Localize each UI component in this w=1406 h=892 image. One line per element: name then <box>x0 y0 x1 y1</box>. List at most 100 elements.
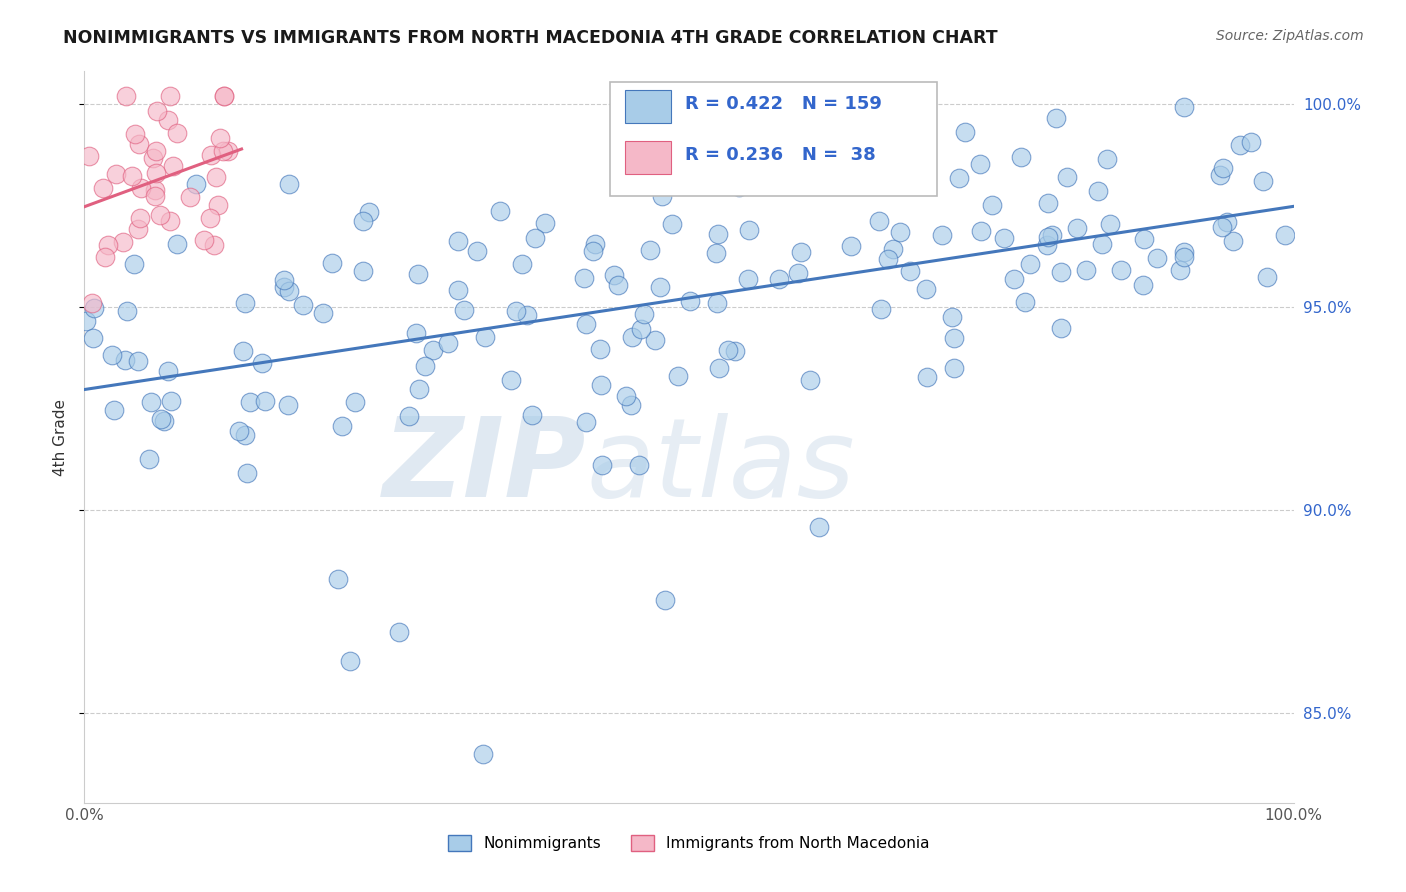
Point <box>117 304 139 318</box>
Point <box>200 147 222 161</box>
Point <box>1173 100 1195 114</box>
Point <box>104 167 127 181</box>
Y-axis label: 4th Grade: 4th Grade <box>53 399 69 475</box>
Point <box>321 256 343 270</box>
Text: R = 0.236   N =  38: R = 0.236 N = 38 <box>685 146 876 164</box>
Point <box>202 238 225 252</box>
Point <box>614 388 637 402</box>
Point <box>82 295 104 310</box>
Point <box>1209 168 1232 182</box>
Point <box>129 180 152 194</box>
Point <box>277 398 299 412</box>
Point <box>184 177 207 191</box>
Point <box>620 398 643 412</box>
Point <box>252 356 274 370</box>
Point <box>214 88 236 103</box>
Point <box>388 625 411 640</box>
Point <box>607 277 630 292</box>
Point <box>1087 184 1109 198</box>
Point <box>278 284 301 298</box>
Point <box>1133 232 1156 246</box>
Point <box>204 170 226 185</box>
FancyBboxPatch shape <box>624 141 671 174</box>
Point <box>405 326 427 341</box>
Point <box>648 280 671 294</box>
Point <box>422 343 444 358</box>
Point <box>193 233 215 247</box>
Point <box>153 414 176 428</box>
Point <box>1040 228 1063 243</box>
Point <box>1229 138 1251 153</box>
Point <box>572 271 595 285</box>
Point <box>870 301 893 316</box>
Point <box>128 137 150 152</box>
Point <box>127 354 149 368</box>
Point <box>101 348 124 362</box>
Point <box>277 177 299 191</box>
Point <box>1173 250 1195 264</box>
Point <box>236 467 259 481</box>
Point <box>969 157 991 171</box>
Text: Source: ZipAtlas.com: Source: ZipAtlas.com <box>1216 29 1364 43</box>
Point <box>122 257 145 271</box>
Point <box>1170 262 1192 277</box>
Point <box>162 159 184 173</box>
Point <box>728 180 751 194</box>
Point <box>447 283 470 297</box>
Point <box>1019 257 1042 271</box>
Point <box>534 216 557 230</box>
Point <box>75 314 97 328</box>
Point <box>103 403 125 417</box>
Point <box>352 214 374 228</box>
Point <box>1211 220 1233 235</box>
Point <box>150 412 173 426</box>
Point <box>179 190 201 204</box>
Point <box>207 198 229 212</box>
Point <box>145 144 167 158</box>
Point <box>159 88 181 103</box>
Point <box>1095 152 1118 166</box>
Point <box>651 189 673 203</box>
Point <box>228 424 250 438</box>
Point <box>575 416 598 430</box>
Point <box>510 257 533 271</box>
Point <box>1010 151 1032 165</box>
Point <box>232 344 254 359</box>
Point <box>328 572 350 586</box>
Point <box>1274 227 1296 242</box>
Point <box>1050 321 1073 335</box>
Point <box>357 205 380 219</box>
Point <box>114 353 136 368</box>
Point <box>799 373 821 387</box>
Point <box>841 239 863 253</box>
Point <box>1066 220 1088 235</box>
Point <box>233 296 256 310</box>
Point <box>628 458 651 472</box>
Point <box>882 243 904 257</box>
Point <box>679 294 702 309</box>
Point <box>707 227 730 241</box>
Point <box>239 395 262 409</box>
Point <box>522 408 544 422</box>
Text: ZIP: ZIP <box>382 413 586 520</box>
Point <box>83 301 105 315</box>
Point <box>589 342 612 356</box>
Point <box>447 234 470 248</box>
Point <box>1036 237 1059 252</box>
Point <box>706 169 728 183</box>
Point <box>630 322 652 336</box>
Point <box>707 360 730 375</box>
Point <box>633 307 655 321</box>
Point <box>980 198 1002 212</box>
Point <box>1036 230 1059 244</box>
Point <box>1074 263 1097 277</box>
Point <box>581 244 603 258</box>
Point <box>1253 174 1275 188</box>
Point <box>145 166 167 180</box>
Point <box>1045 111 1067 125</box>
Point <box>765 174 787 188</box>
Point <box>706 296 728 310</box>
Point <box>970 224 993 238</box>
Point <box>124 127 146 141</box>
Point <box>146 103 169 118</box>
